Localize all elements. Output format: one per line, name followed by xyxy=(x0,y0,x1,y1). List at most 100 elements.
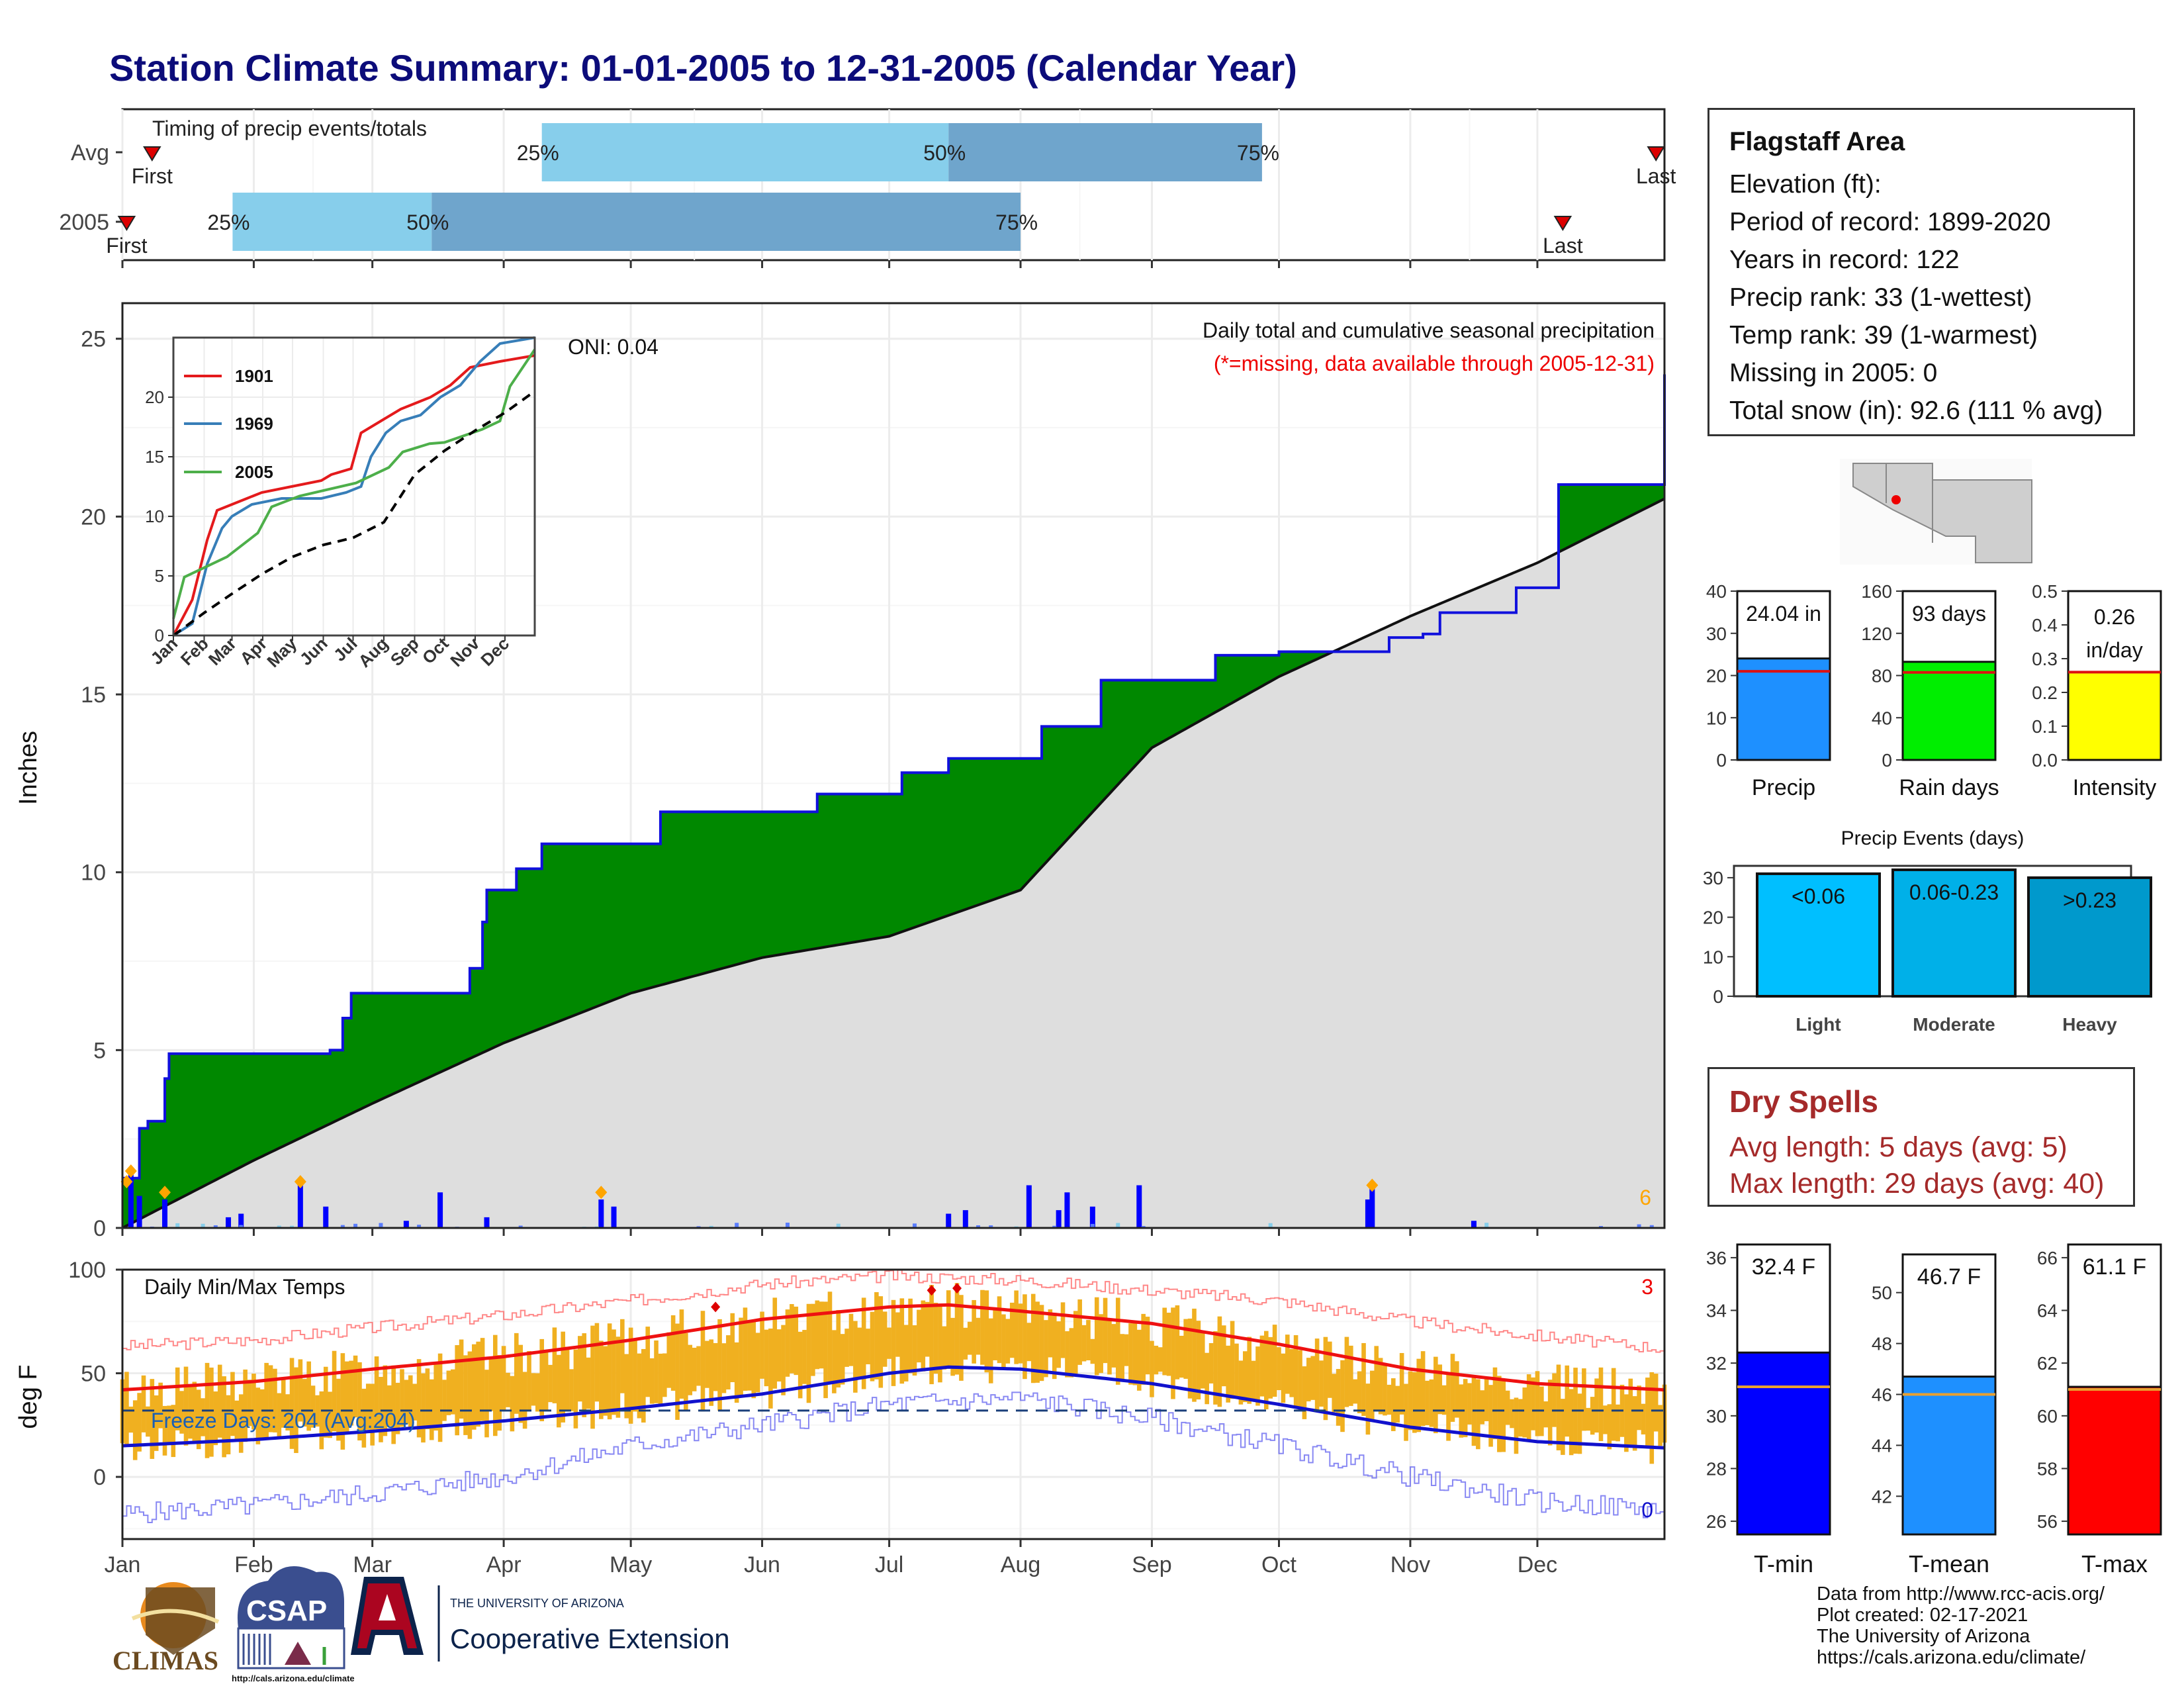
info-line: Temp rank: 39 (1-warmest) xyxy=(1729,321,2038,350)
daily-temp-bar xyxy=(967,1321,972,1355)
y-tick-label: 5 xyxy=(93,1038,106,1063)
daily-temp-bar xyxy=(383,1365,388,1436)
precip-panel: 0 5 10 15 20 25 Inches Daily total and cumulati… xyxy=(15,302,1666,1241)
daily-temp-bar xyxy=(1361,1342,1366,1416)
daily-temp-bar xyxy=(1531,1377,1535,1430)
daily-precip-bar xyxy=(484,1217,490,1228)
credit-line: The University of Arizona xyxy=(1817,1626,2030,1647)
legend-label: 2005 xyxy=(235,462,273,482)
daily-temp-bar xyxy=(942,1326,947,1370)
pct-label: 25% xyxy=(517,141,559,165)
daily-temp-bar xyxy=(1314,1338,1320,1413)
daily-temp-bar xyxy=(1552,1373,1557,1427)
daily-temp-bar xyxy=(1099,1314,1103,1374)
daily-temp-bar xyxy=(1391,1378,1396,1431)
marker-label: First xyxy=(132,164,173,188)
bar-y-tick: 10 xyxy=(1706,708,1727,728)
row-label: 2005 xyxy=(59,210,109,235)
daily-temp-bar xyxy=(688,1344,693,1395)
daily-temp-bar xyxy=(1208,1342,1214,1383)
daily-temp-bar xyxy=(1238,1360,1244,1405)
event-marker xyxy=(117,216,136,231)
daily-temp-bar xyxy=(1039,1305,1044,1382)
daily-temp-bar xyxy=(1463,1379,1468,1438)
dry-spells-title: Dry Spells xyxy=(1729,1084,1878,1119)
bar-y-tick: 32 xyxy=(1706,1353,1727,1374)
daily-temp-bar xyxy=(1132,1322,1138,1385)
daily-temp-bar xyxy=(794,1306,799,1376)
daily-temp-bar xyxy=(1395,1385,1400,1423)
daily-temp-bar xyxy=(251,1374,256,1430)
daily-temp-bar xyxy=(1607,1404,1612,1450)
bar-y-tick: 40 xyxy=(1872,708,1892,728)
daily-temp-bar xyxy=(1272,1325,1277,1397)
timing-panel: Avg 25% 50% 75% First Last 2005 25% 50% 75% First L… xyxy=(59,108,1676,268)
daily-precip-bar xyxy=(1052,1225,1057,1228)
daily-temp-bar xyxy=(1124,1334,1129,1366)
y-tick-label: 100 xyxy=(68,1258,106,1283)
daily-temp-bar xyxy=(628,1327,633,1424)
daily-temp-bar xyxy=(755,1333,760,1393)
daily-temp-bar xyxy=(1221,1325,1226,1387)
station-info-box: Flagstaff Area Elevation (ft): Period of… xyxy=(1707,108,2135,436)
daily-precip-bar xyxy=(785,1223,790,1228)
legend-label: 1901 xyxy=(235,366,273,386)
daily-temp-bar xyxy=(1480,1390,1485,1425)
daily-temp-bar xyxy=(1590,1397,1595,1435)
daily-temp-bar xyxy=(535,1373,540,1412)
daily-temp-bar xyxy=(713,1342,718,1391)
bar-value xyxy=(2067,671,2162,761)
daily-temp-bar xyxy=(1543,1401,1549,1428)
freeze-days-label: Freeze Days: 204 (Avg:204) xyxy=(151,1409,416,1432)
daily-temp-bar xyxy=(764,1329,769,1387)
bar-y-tick: 34 xyxy=(1706,1301,1727,1321)
daily-precip-bar xyxy=(403,1221,409,1228)
ua-small-text: THE UNIVERSITY OF ARIZONA xyxy=(450,1597,624,1610)
daily-temp-bar xyxy=(578,1336,582,1402)
daily-temp-bar xyxy=(1115,1297,1120,1385)
info-line: Precip rank: 33 (1-wettest) xyxy=(1729,283,2032,312)
daily-precip-bar xyxy=(1116,1223,1120,1228)
marker-label: First xyxy=(106,234,147,258)
bar-y-tick: 58 xyxy=(2037,1458,2058,1479)
temps-title: Daily Min/Max Temps xyxy=(144,1275,345,1299)
events-title: Precip Events (days) xyxy=(1841,827,2025,849)
y-tick-label: 50 xyxy=(81,1362,106,1387)
daily-temp-bar xyxy=(1018,1303,1023,1364)
daily-temp-bar xyxy=(827,1291,833,1384)
daily-temp-bar xyxy=(1281,1353,1286,1403)
record-low-line xyxy=(122,1391,1665,1524)
event-bar xyxy=(1891,868,2017,998)
daily-temp-bar xyxy=(222,1376,226,1458)
events-y-tick: 10 xyxy=(1703,947,1723,967)
daily-precip-bar xyxy=(297,1185,303,1228)
daily-temp-bar xyxy=(1594,1378,1599,1433)
csap-url: http://cals.arizona.edu/climate xyxy=(232,1673,355,1683)
daily-temp-bar xyxy=(751,1321,756,1399)
inset-y-tick: 20 xyxy=(145,387,164,407)
daily-temp-bar xyxy=(476,1341,480,1427)
daily-temp-bar xyxy=(400,1369,404,1427)
bar-y-tick: 120 xyxy=(1861,624,1892,644)
daily-temp-bar xyxy=(1268,1336,1273,1399)
daily-temp-bar xyxy=(1217,1316,1222,1407)
bar-category-label: Rain days xyxy=(1899,775,1999,800)
daily-temp-bar xyxy=(277,1393,282,1439)
daily-temp-bar xyxy=(1455,1361,1459,1418)
x-tick-label: Feb xyxy=(234,1552,273,1577)
daily-temp-bar xyxy=(1056,1321,1061,1368)
daily-precip-bar xyxy=(598,1199,604,1228)
daily-temp-bar xyxy=(1023,1294,1027,1380)
daily-temp-bar xyxy=(861,1297,866,1389)
daily-temp-bar xyxy=(412,1383,417,1421)
daily-temp-bar xyxy=(1187,1318,1193,1399)
daily-temp-bar xyxy=(1492,1367,1498,1440)
bar-value xyxy=(1901,1376,1997,1536)
daily-temp-bar xyxy=(895,1312,900,1357)
daily-temp-bar xyxy=(790,1304,794,1374)
daily-temp-bar xyxy=(1615,1404,1620,1442)
daily-temp-bar xyxy=(192,1382,197,1442)
bar-y-tick: 26 xyxy=(1706,1511,1727,1532)
daily-temp-bar xyxy=(1374,1346,1379,1412)
daily-temp-bar xyxy=(1306,1358,1311,1401)
